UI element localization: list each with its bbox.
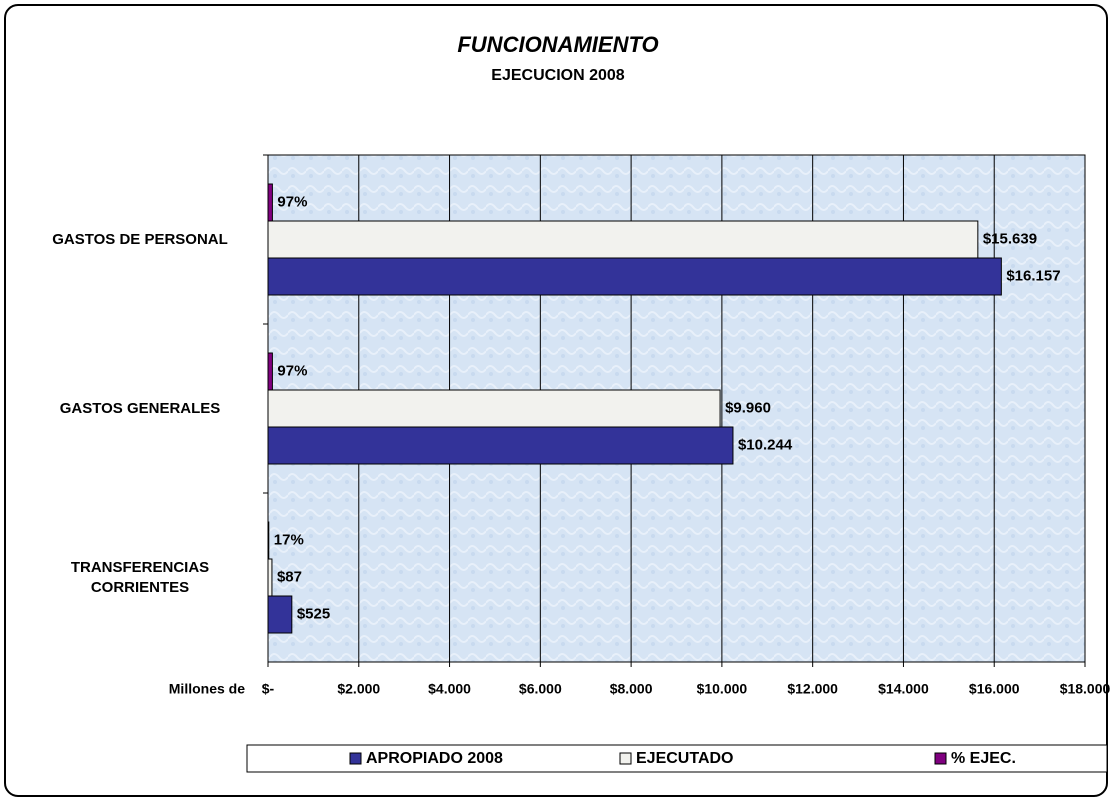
legend-swatch <box>349 752 362 765</box>
value-label: $15.639 <box>983 230 1037 247</box>
y-tick-label: TRANSFERENCIAS CORRIENTES <box>70 558 210 596</box>
legend-box <box>246 744 1108 773</box>
value-label: 17% <box>274 531 304 548</box>
x-tick-label: $18.000 <box>1060 681 1111 697</box>
legend-swatch <box>619 752 632 765</box>
legend-label: EJECUTADO <box>636 750 734 767</box>
bar <box>267 352 273 391</box>
bar <box>267 595 293 634</box>
x-tick-label: $4.000 <box>428 681 471 697</box>
y-tick-label: GASTOS DE PERSONAL <box>52 230 228 248</box>
x-tick-label: $- <box>262 681 275 697</box>
x-tick-label: $2.000 <box>337 681 380 697</box>
bar <box>267 220 979 259</box>
x-tick-label: $6.000 <box>519 681 562 697</box>
x-tick-label: $8.000 <box>610 681 653 697</box>
chart-title: FUNCIONAMIENTO <box>457 32 658 57</box>
bar <box>267 558 273 597</box>
x-axis-label: Millones de <box>169 681 245 697</box>
chart-frame <box>4 4 1108 797</box>
value-label: $10.244 <box>738 436 793 453</box>
legend-label: APROPIADO 2008 <box>366 750 503 767</box>
x-tick-label: $14.000 <box>878 681 929 697</box>
bar <box>267 426 734 465</box>
x-tick-label: $16.000 <box>969 681 1020 697</box>
x-tick-label: $12.000 <box>787 681 838 697</box>
legend-label: % EJEC. <box>951 750 1016 767</box>
value-label: 97% <box>277 193 307 210</box>
value-label: $525 <box>297 605 330 622</box>
value-label: $87 <box>277 568 302 585</box>
bar <box>267 521 270 560</box>
value-label: 97% <box>277 362 307 379</box>
bar <box>267 183 273 222</box>
legend-swatch <box>934 752 947 765</box>
bar <box>267 389 721 428</box>
value-label: $16.157 <box>1006 267 1060 284</box>
chart-subtitle: EJECUCION 2008 <box>491 67 624 84</box>
bar <box>267 257 1002 296</box>
value-label: $9.960 <box>725 399 771 416</box>
x-tick-label: $10.000 <box>697 681 748 697</box>
y-tick-label: GASTOS GENERALES <box>59 399 221 417</box>
